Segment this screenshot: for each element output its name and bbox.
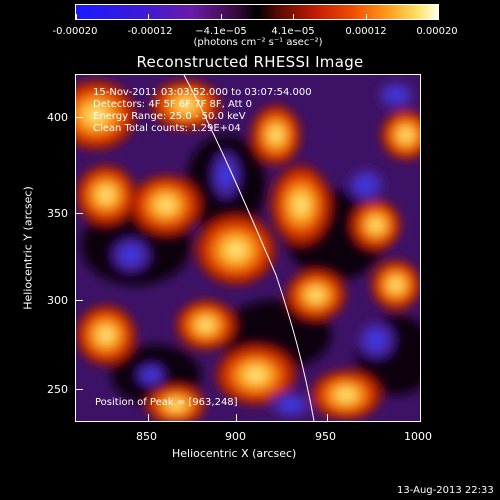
plot-title: Reconstructed RHESSI Image [136,53,364,71]
peak-position-label: Position of Peak = [963,248] [95,397,238,408]
colorbar-tick-label: -0.00012 [127,26,173,37]
y-tick-label: 350 [47,207,68,220]
colorbar [75,4,439,20]
y-axis-label: Heliocentric Y (arcsec) [21,186,35,310]
intensity-blobs [76,80,420,421]
info-total-counts: Clean Total counts: 1.29E+04 [93,123,241,134]
image-plot [75,74,421,422]
colorbar-tick-label: 0.00012 [345,26,387,37]
colorbar-tick-label: −4.1e−05 [195,26,247,37]
colorbar-units: (photons cm⁻² s⁻¹ asec⁻²) [193,37,323,48]
info-energy-range: Energy Range: 25.0 - 50.0 keV [93,111,246,122]
rhessi-image-map [76,75,420,421]
x-tick-label: 850 [136,430,157,443]
colorbar-tick-label: 4.1e−05 [271,26,315,37]
info-detectors: Detectors: 4F 5F 6F 7F 8F, Att 0 [93,99,253,110]
colorbar-tick-label: 0.00020 [416,26,458,37]
y-tick-label: 250 [47,383,68,396]
x-tick-label: 950 [315,430,336,443]
timestamp: 13-Aug-2013 22:33 [397,485,494,496]
info-time-range: 15-Nov-2011 03:03:52.000 to 03:07:54.000 [93,87,312,98]
y-tick-label: 400 [47,111,68,124]
colorbar-tick-label: -0.00020 [52,26,98,37]
x-axis-label: Heliocentric X (arcsec) [172,447,297,460]
x-tick-label: 1000 [404,430,432,443]
y-tick-label: 300 [47,294,68,307]
solar-limb-line [183,75,315,421]
x-tick-label: 900 [225,430,246,443]
